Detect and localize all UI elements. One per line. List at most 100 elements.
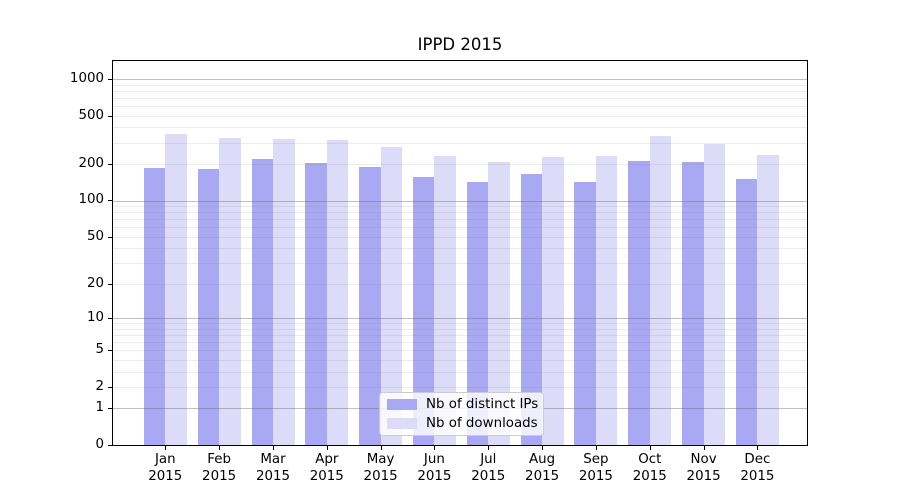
bar-downloads-nov bbox=[703, 144, 726, 445]
y-tick-mark-10 bbox=[108, 318, 112, 319]
x-tick-month: Nov bbox=[690, 452, 717, 467]
x-tick-mark-dec bbox=[757, 446, 759, 450]
x-tick-label-feb: Feb 2015 bbox=[191, 452, 247, 485]
y-tick-mark-500 bbox=[108, 116, 112, 117]
x-tick-year: 2015 bbox=[471, 468, 506, 484]
bar-ips-may bbox=[359, 166, 381, 445]
bars-layer bbox=[113, 61, 807, 445]
bar-downloads-jun bbox=[434, 156, 456, 445]
x-tick-label-jun: Jun 2015 bbox=[406, 452, 462, 485]
legend-label-distinct-ips: Nb of distinct IPs bbox=[426, 396, 539, 412]
y-tick-label-1000: 1000 bbox=[69, 71, 104, 86]
y-tick-label-2: 2 bbox=[95, 379, 104, 394]
bar-downloads-feb bbox=[219, 137, 241, 445]
bar-ips-dec bbox=[735, 179, 758, 445]
legend-entry-distinct-ips: Nb of distinct IPs bbox=[387, 397, 543, 413]
x-tick-month: Jun bbox=[423, 452, 445, 467]
y-tick-label-50: 50 bbox=[86, 229, 104, 244]
bar-downloads-mar bbox=[273, 138, 295, 445]
bar-ips-apr bbox=[305, 163, 327, 445]
bar-ips-jun bbox=[412, 177, 435, 445]
x-tick-year: 2015 bbox=[578, 468, 613, 484]
y-tick-mark-100 bbox=[108, 200, 112, 201]
x-tick-label-sep: Sep 2015 bbox=[568, 452, 624, 485]
x-tick-year: 2015 bbox=[309, 468, 344, 484]
y-tick-mark-1 bbox=[108, 408, 112, 409]
y-tick-mark-2 bbox=[108, 387, 112, 388]
y-tick-label-20: 20 bbox=[86, 276, 104, 291]
y-tick-mark-5 bbox=[108, 350, 112, 351]
y-tick-label-10: 10 bbox=[86, 310, 104, 325]
bar-ips-oct bbox=[628, 160, 650, 445]
bar-downloads-apr bbox=[326, 140, 349, 445]
x-tick-month: May bbox=[366, 452, 395, 467]
x-tick-mark-may bbox=[380, 446, 382, 450]
y-tick-label-1: 1 bbox=[95, 400, 104, 415]
x-tick-label-aug: Aug 2015 bbox=[514, 452, 570, 485]
x-tick-label-jan: Jan 2015 bbox=[137, 452, 193, 485]
bar-ips-sep bbox=[574, 181, 596, 445]
y-tick-label-5: 5 bbox=[95, 342, 104, 357]
x-tick-mark-jul bbox=[488, 446, 490, 450]
x-tick-year: 2015 bbox=[686, 468, 721, 484]
x-tick-label-may: May 2015 bbox=[353, 452, 409, 485]
legend-swatch-downloads bbox=[387, 418, 417, 429]
x-tick-year: 2015 bbox=[202, 468, 237, 484]
legend-box: Nb of distinct IPs Nb of downloads bbox=[379, 392, 544, 436]
x-tick-mark-jan bbox=[165, 446, 167, 450]
x-tick-month: Mar bbox=[260, 452, 286, 467]
x-tick-month: Dec bbox=[744, 452, 771, 467]
x-tick-label-mar: Mar 2015 bbox=[245, 452, 301, 485]
chart-title: IPPD 2015 bbox=[417, 35, 503, 54]
bar-downloads-aug bbox=[542, 157, 564, 445]
x-tick-mark-feb bbox=[219, 446, 221, 450]
y-tick-label-500: 500 bbox=[78, 108, 104, 123]
x-tick-year: 2015 bbox=[363, 468, 398, 484]
x-tick-mark-apr bbox=[326, 446, 328, 450]
y-tick-mark-200 bbox=[108, 164, 112, 165]
y-tick-mark-1000 bbox=[108, 79, 112, 80]
legend-entry-downloads: Nb of downloads bbox=[387, 416, 543, 432]
x-tick-mark-mar bbox=[273, 446, 274, 450]
x-tick-year: 2015 bbox=[632, 468, 667, 484]
x-tick-month: Aug bbox=[529, 452, 556, 467]
x-tick-year: 2015 bbox=[740, 468, 775, 484]
bar-downloads-sep bbox=[595, 155, 618, 445]
x-tick-label-oct: Oct 2015 bbox=[622, 452, 678, 485]
y-tick-mark-0 bbox=[108, 445, 112, 446]
x-tick-month: Jan bbox=[154, 452, 176, 467]
x-tick-label-nov: Nov 2015 bbox=[676, 452, 732, 485]
legend-swatch-distinct-ips bbox=[387, 399, 417, 410]
y-tick-mark-20 bbox=[108, 284, 112, 285]
y-tick-label-0: 0 bbox=[95, 437, 104, 452]
x-tick-mark-aug bbox=[542, 446, 544, 450]
bar-downloads-may bbox=[380, 147, 403, 445]
bar-downloads-oct bbox=[649, 136, 672, 445]
x-tick-label-apr: Apr 2015 bbox=[299, 452, 355, 485]
bar-downloads-jan bbox=[165, 134, 187, 445]
x-tick-mark-jun bbox=[434, 446, 436, 450]
x-tick-month: Oct bbox=[638, 452, 662, 467]
y-tick-label-100: 100 bbox=[78, 192, 104, 207]
x-tick-year: 2015 bbox=[255, 468, 291, 484]
bar-ips-nov bbox=[682, 162, 704, 445]
bar-ips-mar bbox=[251, 159, 273, 445]
y-tick-label-200: 200 bbox=[78, 156, 104, 171]
x-tick-mark-nov bbox=[703, 446, 705, 450]
x-tick-month: Sep bbox=[583, 452, 609, 467]
legend-label-downloads: Nb of downloads bbox=[426, 415, 538, 431]
x-tick-year: 2015 bbox=[148, 468, 183, 484]
x-tick-year: 2015 bbox=[417, 468, 452, 484]
bar-ips-jan bbox=[143, 168, 166, 445]
y-tick-mark-50 bbox=[108, 237, 112, 238]
x-tick-label-jul: Jul 2015 bbox=[460, 452, 516, 485]
x-tick-month: Apr bbox=[315, 452, 339, 467]
bar-downloads-dec bbox=[757, 154, 779, 445]
x-tick-mark-sep bbox=[595, 446, 597, 450]
bar-ips-jul bbox=[466, 182, 489, 445]
bar-downloads-jul bbox=[488, 161, 510, 445]
x-tick-year: 2015 bbox=[525, 468, 560, 484]
x-tick-label-dec: Dec 2015 bbox=[729, 452, 785, 485]
x-tick-mark-oct bbox=[649, 446, 651, 450]
